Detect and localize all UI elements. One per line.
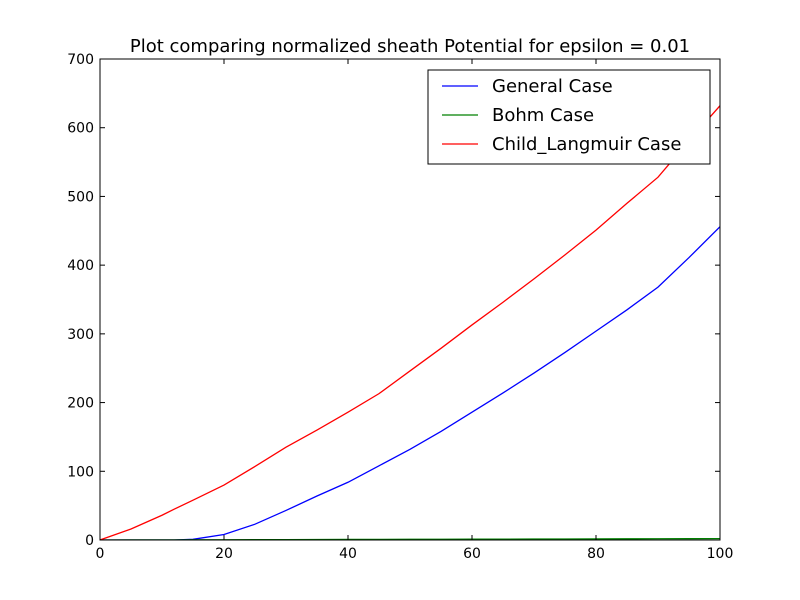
plot-frame (99, 58, 721, 541)
chart-title: Plot comparing normalized sheath Potenti… (130, 36, 690, 57)
x-tick-label: 100 (707, 546, 734, 562)
x-tick-label: 60 (463, 546, 481, 562)
y-tick-label: 400 (67, 258, 94, 274)
y-tick-label: 700 (67, 52, 94, 68)
y-tick-label: 100 (67, 464, 94, 480)
y-tick-label: 200 (67, 396, 94, 412)
y-tick-label: 600 (67, 121, 94, 137)
x-tick-label: 40 (339, 546, 357, 562)
x-tick-label: 20 (215, 546, 233, 562)
y-tick-label: 300 (67, 327, 94, 343)
axes-layer: 0 20 40 60 80 100 0 100 200 300 400 500 600 700 (67, 52, 733, 562)
series-layer (100, 105, 720, 540)
legend-label-1: Bohm Case (492, 105, 594, 126)
y-tick-label: 500 (67, 189, 94, 205)
x-tick-label: 0 (96, 546, 105, 562)
series-line-0 (100, 226, 720, 540)
legend-label-0: General Case (492, 76, 613, 97)
x-tick-label: 80 (587, 546, 605, 562)
y-tick-label: 0 (85, 533, 94, 549)
legend-label-2: Child_Langmuir Case (492, 134, 681, 155)
legend: General Case Bohm Case Child_Langmuir Case (427, 69, 711, 165)
series-line-2 (100, 105, 720, 540)
